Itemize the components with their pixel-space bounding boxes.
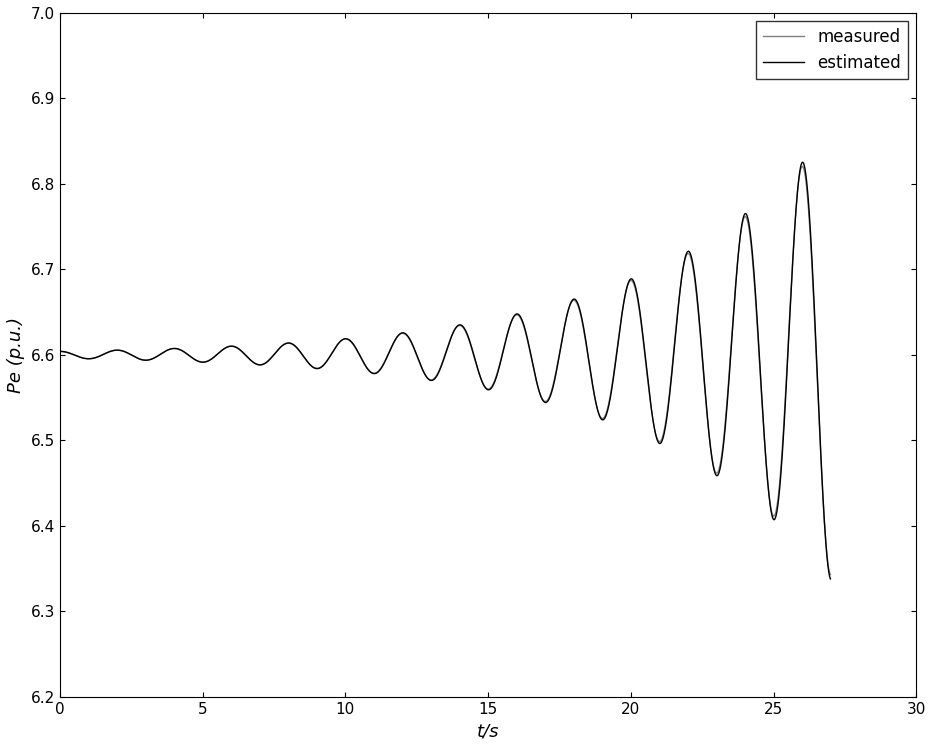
Legend: measured, estimated: measured, estimated — [756, 21, 908, 79]
estimated — [72, 352, 83, 361]
Line: estimated: estimated — [60, 167, 830, 574]
Line: measured: measured — [60, 162, 830, 579]
measured — [335, 337, 346, 346]
estimated — [335, 337, 346, 346]
measured — [54, 347, 65, 356]
measured — [72, 352, 83, 361]
X-axis label: t/s: t/s — [477, 722, 499, 740]
measured — [825, 574, 836, 583]
estimated — [825, 570, 836, 579]
estimated — [255, 360, 266, 369]
measured — [255, 361, 266, 370]
Y-axis label: Pe (p.u.): Pe (p.u.) — [7, 317, 25, 393]
estimated — [797, 162, 808, 171]
estimated — [573, 304, 584, 313]
estimated — [459, 325, 470, 334]
measured — [97, 350, 108, 359]
estimated — [97, 350, 108, 359]
measured — [459, 324, 470, 333]
measured — [797, 158, 808, 167]
measured — [573, 302, 584, 311]
estimated — [54, 347, 65, 356]
